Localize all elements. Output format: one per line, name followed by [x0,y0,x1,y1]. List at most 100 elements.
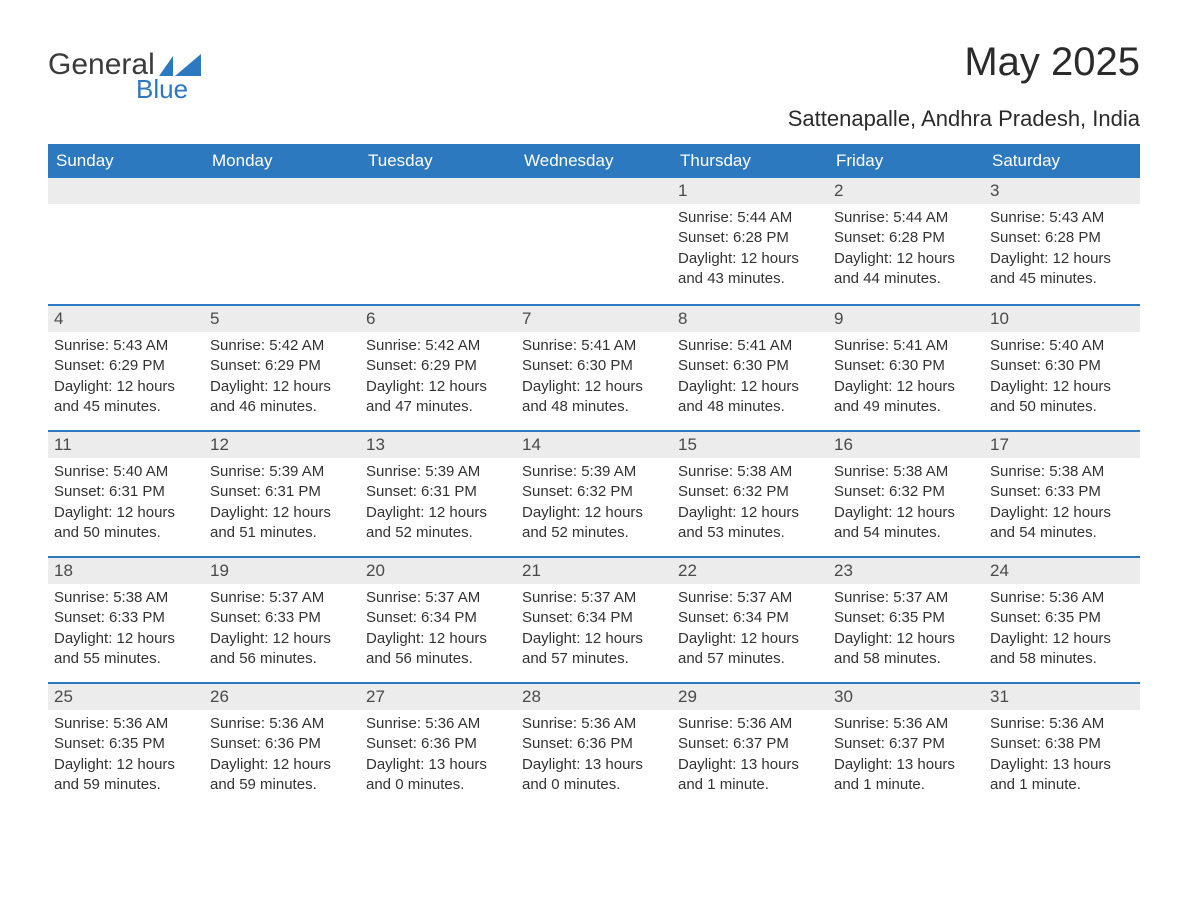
sunset-text: Sunset: 6:30 PM [522,356,666,376]
daylight-text: Daylight: 12 hours and 55 minutes. [54,629,198,670]
sunrise-text: Sunrise: 5:43 AM [990,208,1134,228]
sunrise-text: Sunrise: 5:36 AM [54,714,198,734]
sunset-text: Sunset: 6:31 PM [54,482,198,502]
daylight-text: Daylight: 12 hours and 54 minutes. [834,503,978,544]
daylight-text: Daylight: 12 hours and 48 minutes. [522,377,666,418]
weeks-container: 1Sunrise: 5:44 AMSunset: 6:28 PMDaylight… [48,178,1140,808]
day-number: 31 [984,682,1140,710]
day-body: Sunrise: 5:36 AMSunset: 6:37 PMDaylight:… [828,710,984,795]
week-row: 11Sunrise: 5:40 AMSunset: 6:31 PMDayligh… [48,430,1140,556]
day-number [516,178,672,204]
sunset-text: Sunset: 6:36 PM [210,734,354,754]
daylight-text: Daylight: 13 hours and 1 minute. [678,755,822,796]
sunset-text: Sunset: 6:36 PM [366,734,510,754]
daylight-text: Daylight: 12 hours and 59 minutes. [210,755,354,796]
sunrise-text: Sunrise: 5:37 AM [210,588,354,608]
sunrise-text: Sunrise: 5:40 AM [990,336,1134,356]
day-cell: 9Sunrise: 5:41 AMSunset: 6:30 PMDaylight… [828,304,984,430]
day-body: Sunrise: 5:36 AMSunset: 6:36 PMDaylight:… [360,710,516,795]
day-cell [516,178,672,304]
sunrise-text: Sunrise: 5:38 AM [678,462,822,482]
sunrise-text: Sunrise: 5:38 AM [990,462,1134,482]
day-body: Sunrise: 5:40 AMSunset: 6:30 PMDaylight:… [984,332,1140,417]
day-number: 3 [984,178,1140,204]
dow-tuesday: Tuesday [360,144,516,178]
day-number: 7 [516,304,672,332]
sunrise-text: Sunrise: 5:39 AM [210,462,354,482]
day-body: Sunrise: 5:37 AMSunset: 6:34 PMDaylight:… [672,584,828,669]
day-body: Sunrise: 5:43 AMSunset: 6:29 PMDaylight:… [48,332,204,417]
day-cell: 16Sunrise: 5:38 AMSunset: 6:32 PMDayligh… [828,430,984,556]
days-of-week-row: Sunday Monday Tuesday Wednesday Thursday… [48,144,1140,178]
day-number: 18 [48,556,204,584]
day-body [204,204,360,208]
day-cell [48,178,204,304]
day-number: 22 [672,556,828,584]
sunset-text: Sunset: 6:34 PM [366,608,510,628]
day-body: Sunrise: 5:37 AMSunset: 6:35 PMDaylight:… [828,584,984,669]
day-number: 26 [204,682,360,710]
sunrise-text: Sunrise: 5:39 AM [522,462,666,482]
day-number: 11 [48,430,204,458]
day-body: Sunrise: 5:36 AMSunset: 6:35 PMDaylight:… [984,584,1140,669]
day-number: 5 [204,304,360,332]
sunset-text: Sunset: 6:28 PM [678,228,822,248]
daylight-text: Daylight: 12 hours and 57 minutes. [678,629,822,670]
sunset-text: Sunset: 6:38 PM [990,734,1134,754]
day-number: 27 [360,682,516,710]
sunrise-text: Sunrise: 5:38 AM [54,588,198,608]
day-body: Sunrise: 5:42 AMSunset: 6:29 PMDaylight:… [360,332,516,417]
day-body: Sunrise: 5:37 AMSunset: 6:34 PMDaylight:… [516,584,672,669]
day-body: Sunrise: 5:44 AMSunset: 6:28 PMDaylight:… [672,204,828,289]
sunrise-text: Sunrise: 5:44 AM [834,208,978,228]
day-cell: 2Sunrise: 5:44 AMSunset: 6:28 PMDaylight… [828,178,984,304]
day-cell: 31 Sunrise: 5:36 AMSunset: 6:38 PMDayligh… [984,682,1140,808]
sunrise-text: Sunrise: 5:36 AM [210,714,354,734]
daylight-text: Daylight: 12 hours and 45 minutes. [54,377,198,418]
calendar-page: General Blue May 2025 Sattenapalle, Andh… [0,0,1188,848]
calendar: Sunday Monday Tuesday Wednesday Thursday… [48,144,1140,808]
day-cell: 1Sunrise: 5:44 AMSunset: 6:28 PMDaylight… [672,178,828,304]
daylight-text: Daylight: 13 hours and 1 minute. [990,755,1134,796]
week-row: 18Sunrise: 5:38 AMSunset: 6:33 PMDayligh… [48,556,1140,682]
day-number: 10 [984,304,1140,332]
sunrise-text: Sunrise: 5:43 AM [54,336,198,356]
day-cell: 26Sunrise: 5:36 AMSunset: 6:36 PMDayligh… [204,682,360,808]
day-cell: 15Sunrise: 5:38 AMSunset: 6:32 PMDayligh… [672,430,828,556]
brand-logo: General Blue [48,40,203,102]
sunset-text: Sunset: 6:29 PM [54,356,198,376]
daylight-text: Daylight: 12 hours and 57 minutes. [522,629,666,670]
day-number: 23 [828,556,984,584]
sunrise-text: Sunrise: 5:44 AM [678,208,822,228]
header-row: General Blue May 2025 [48,40,1140,102]
sunset-text: Sunset: 6:33 PM [54,608,198,628]
daylight-text: Daylight: 12 hours and 50 minutes. [54,503,198,544]
day-body: Sunrise: 5:39 AMSunset: 6:31 PMDaylight:… [204,458,360,543]
sunset-text: Sunset: 6:31 PM [366,482,510,502]
sunrise-text: Sunrise: 5:40 AM [54,462,198,482]
day-body: Sunrise: 5:38 AMSunset: 6:32 PMDaylight:… [672,458,828,543]
day-body: Sunrise: 5:42 AMSunset: 6:29 PMDaylight:… [204,332,360,417]
day-cell: 30Sunrise: 5:36 AMSunset: 6:37 PMDayligh… [828,682,984,808]
sunset-text: Sunset: 6:32 PM [678,482,822,502]
day-number: 21 [516,556,672,584]
daylight-text: Daylight: 12 hours and 52 minutes. [366,503,510,544]
dow-wednesday: Wednesday [516,144,672,178]
sunrise-text: Sunrise: 5:36 AM [990,714,1134,734]
daylight-text: Daylight: 12 hours and 52 minutes. [522,503,666,544]
sunrise-text: Sunrise: 5:37 AM [366,588,510,608]
dow-friday: Friday [828,144,984,178]
sunset-text: Sunset: 6:29 PM [210,356,354,376]
sunrise-text: Sunrise: 5:42 AM [366,336,510,356]
day-number [204,178,360,204]
week-row: 4Sunrise: 5:43 AMSunset: 6:29 PMDaylight… [48,304,1140,430]
day-cell: 17Sunrise: 5:38 AMSunset: 6:33 PMDayligh… [984,430,1140,556]
sunrise-text: Sunrise: 5:36 AM [834,714,978,734]
daylight-text: Daylight: 12 hours and 43 minutes. [678,249,822,290]
sunset-text: Sunset: 6:34 PM [522,608,666,628]
day-body: Sunrise: 5:38 AMSunset: 6:32 PMDaylight:… [828,458,984,543]
day-cell: 23Sunrise: 5:37 AMSunset: 6:35 PMDayligh… [828,556,984,682]
daylight-text: Daylight: 12 hours and 46 minutes. [210,377,354,418]
sunset-text: Sunset: 6:30 PM [834,356,978,376]
day-body: Sunrise: 5:36 AMSunset: 6:36 PMDaylight:… [204,710,360,795]
